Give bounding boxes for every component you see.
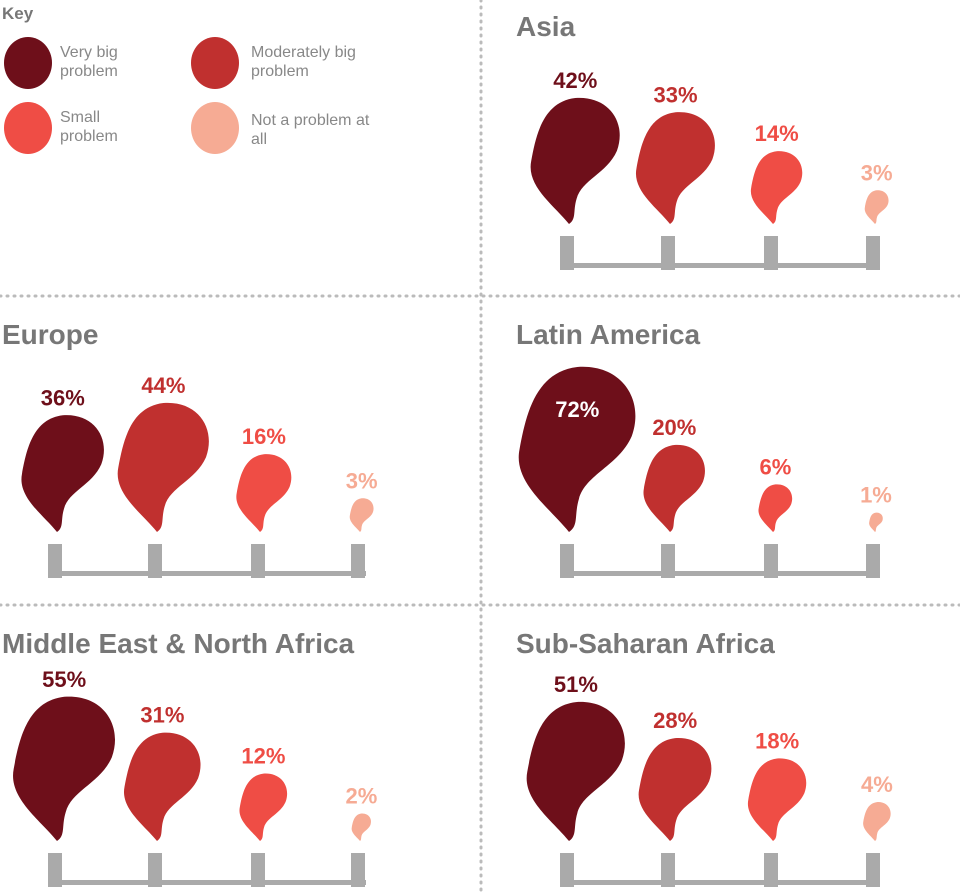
chimney bbox=[866, 853, 880, 887]
smoke-plume bbox=[526, 701, 625, 841]
smoke-plume bbox=[864, 190, 889, 224]
panel-title: Europe bbox=[2, 319, 98, 350]
chimney bbox=[48, 544, 62, 578]
panel-title: Asia bbox=[516, 11, 576, 42]
smoke-plume bbox=[863, 802, 891, 841]
value-label: 44% bbox=[141, 373, 185, 398]
value-label: 18% bbox=[755, 729, 799, 754]
key-swatch bbox=[4, 102, 52, 154]
value-label: 20% bbox=[652, 415, 696, 440]
value-label: 36% bbox=[41, 385, 85, 410]
value-label: 3% bbox=[346, 468, 378, 493]
chimney bbox=[764, 853, 778, 887]
value-label: 33% bbox=[654, 82, 698, 107]
chimney bbox=[560, 544, 574, 578]
value-label: 3% bbox=[861, 160, 893, 185]
smoke-plume bbox=[117, 402, 209, 532]
value-label: 42% bbox=[553, 68, 597, 93]
chimney bbox=[764, 236, 778, 270]
key-swatch bbox=[4, 37, 52, 89]
chimney bbox=[251, 853, 265, 887]
smoke-plume bbox=[21, 415, 104, 532]
smoke-plume bbox=[643, 444, 705, 532]
key-label: Moderately big problem bbox=[251, 44, 356, 80]
value-label: 51% bbox=[554, 672, 598, 697]
value-label: 55% bbox=[42, 667, 86, 692]
key-swatch bbox=[191, 102, 239, 154]
smoke-plume bbox=[758, 484, 793, 532]
chimney-base bbox=[48, 571, 366, 576]
value-label: 6% bbox=[759, 454, 791, 479]
key-swatch bbox=[191, 37, 239, 89]
chimney-base bbox=[560, 263, 878, 268]
value-label: 1% bbox=[860, 483, 892, 508]
chimney-base bbox=[560, 571, 878, 576]
chimney bbox=[148, 544, 162, 578]
smoke-plume bbox=[638, 737, 712, 841]
smoke-plume bbox=[869, 512, 883, 532]
smoke-plume bbox=[123, 732, 201, 841]
smoke-plume bbox=[236, 454, 292, 532]
smoke-plume bbox=[13, 696, 116, 841]
key-label: Small problem bbox=[60, 109, 118, 145]
chimney bbox=[661, 544, 675, 578]
smoke-plume bbox=[530, 97, 620, 224]
value-label: 31% bbox=[140, 703, 184, 728]
value-label: 72% bbox=[555, 397, 599, 422]
value-label: 12% bbox=[241, 744, 285, 769]
chimney bbox=[866, 544, 880, 578]
chimney-base bbox=[560, 880, 878, 885]
chimney bbox=[148, 853, 162, 887]
value-label: 28% bbox=[653, 708, 697, 733]
panel-title: Latin America bbox=[516, 319, 701, 350]
smoke-plume bbox=[349, 498, 374, 532]
chimney bbox=[560, 236, 574, 270]
panel-title: Middle East & North Africa bbox=[2, 628, 355, 659]
chimney bbox=[251, 544, 265, 578]
chimney-base bbox=[48, 880, 366, 885]
chimney bbox=[661, 236, 675, 270]
chimney bbox=[351, 544, 365, 578]
smoke-plume bbox=[351, 813, 372, 841]
key-label: Not a problem at all bbox=[251, 112, 370, 148]
smoke-plume bbox=[747, 758, 807, 841]
chimney bbox=[661, 853, 675, 887]
value-label: 14% bbox=[755, 121, 799, 146]
chimney bbox=[866, 236, 880, 270]
smoke-plume bbox=[239, 773, 288, 841]
value-label: 4% bbox=[861, 772, 893, 797]
smoke-plume bbox=[750, 151, 803, 224]
panel-title: Sub-Saharan Africa bbox=[516, 628, 775, 659]
key-label: Very big problem bbox=[60, 44, 118, 80]
smoke-plume bbox=[635, 112, 715, 224]
key-title: Key bbox=[2, 4, 34, 23]
chimney bbox=[48, 853, 62, 887]
chimney bbox=[560, 853, 574, 887]
chimney bbox=[764, 544, 778, 578]
chimney bbox=[351, 853, 365, 887]
smoke-plume bbox=[518, 366, 636, 532]
value-label: 2% bbox=[345, 784, 377, 809]
value-label: 16% bbox=[242, 424, 286, 449]
